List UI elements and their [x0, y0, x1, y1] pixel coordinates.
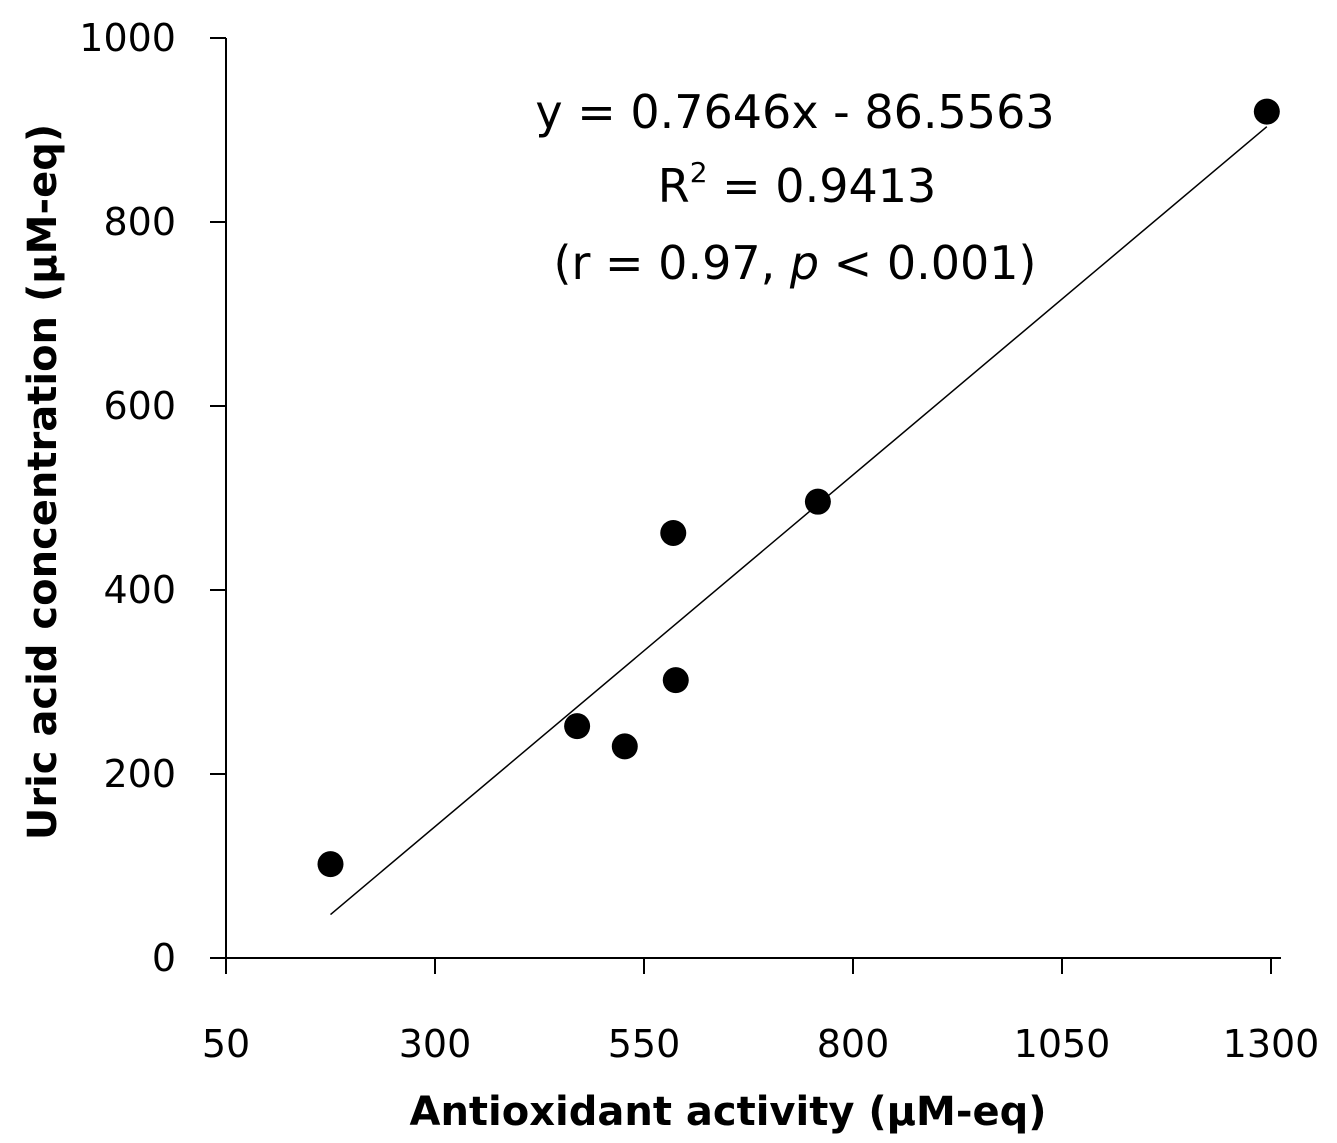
- y-tick-label: 400: [103, 568, 176, 612]
- data-point: [1253, 98, 1280, 125]
- data-point: [611, 733, 638, 760]
- y-axis-title: Uric acid concentration (µM-eq): [20, 124, 66, 840]
- equation-label: y = 0.7646x - 86.5563: [535, 85, 1054, 139]
- data-point: [662, 667, 689, 694]
- data-point: [660, 519, 687, 546]
- x-tick-label: 800: [817, 1022, 890, 1066]
- y-axis-ticks: 0 200 400 600 800 1000: [79, 16, 226, 980]
- data-point: [564, 713, 591, 740]
- y-tick-label: 1000: [79, 16, 176, 60]
- x-tick-label: 300: [399, 1022, 472, 1066]
- x-tick-label: 1050: [1014, 1022, 1111, 1066]
- x-axis-ticks: 50 300 550 800 1050 1300: [202, 958, 1320, 1066]
- r-squared-label: R2 = 0.9413: [658, 156, 937, 213]
- p-symbol: p: [789, 236, 819, 290]
- x-tick-label: 550: [608, 1022, 681, 1066]
- correlation-stats-label: (r = 0.97, p < 0.001): [554, 236, 1037, 290]
- x-axis-title: Antioxidant activity (µM-eq): [409, 1089, 1046, 1135]
- data-point: [804, 488, 831, 515]
- trendline: [330, 126, 1268, 916]
- y-tick-label: 0: [152, 936, 176, 980]
- y-tick-label: 800: [103, 200, 176, 244]
- y-tick-label: 600: [103, 384, 176, 428]
- data-point: [317, 851, 344, 878]
- data-points: [317, 98, 1280, 878]
- r-squared-superscript: 2: [690, 156, 708, 189]
- x-tick-label: 1300: [1223, 1022, 1320, 1066]
- x-tick-label: 50: [202, 1022, 250, 1066]
- y-tick-label: 200: [103, 752, 176, 796]
